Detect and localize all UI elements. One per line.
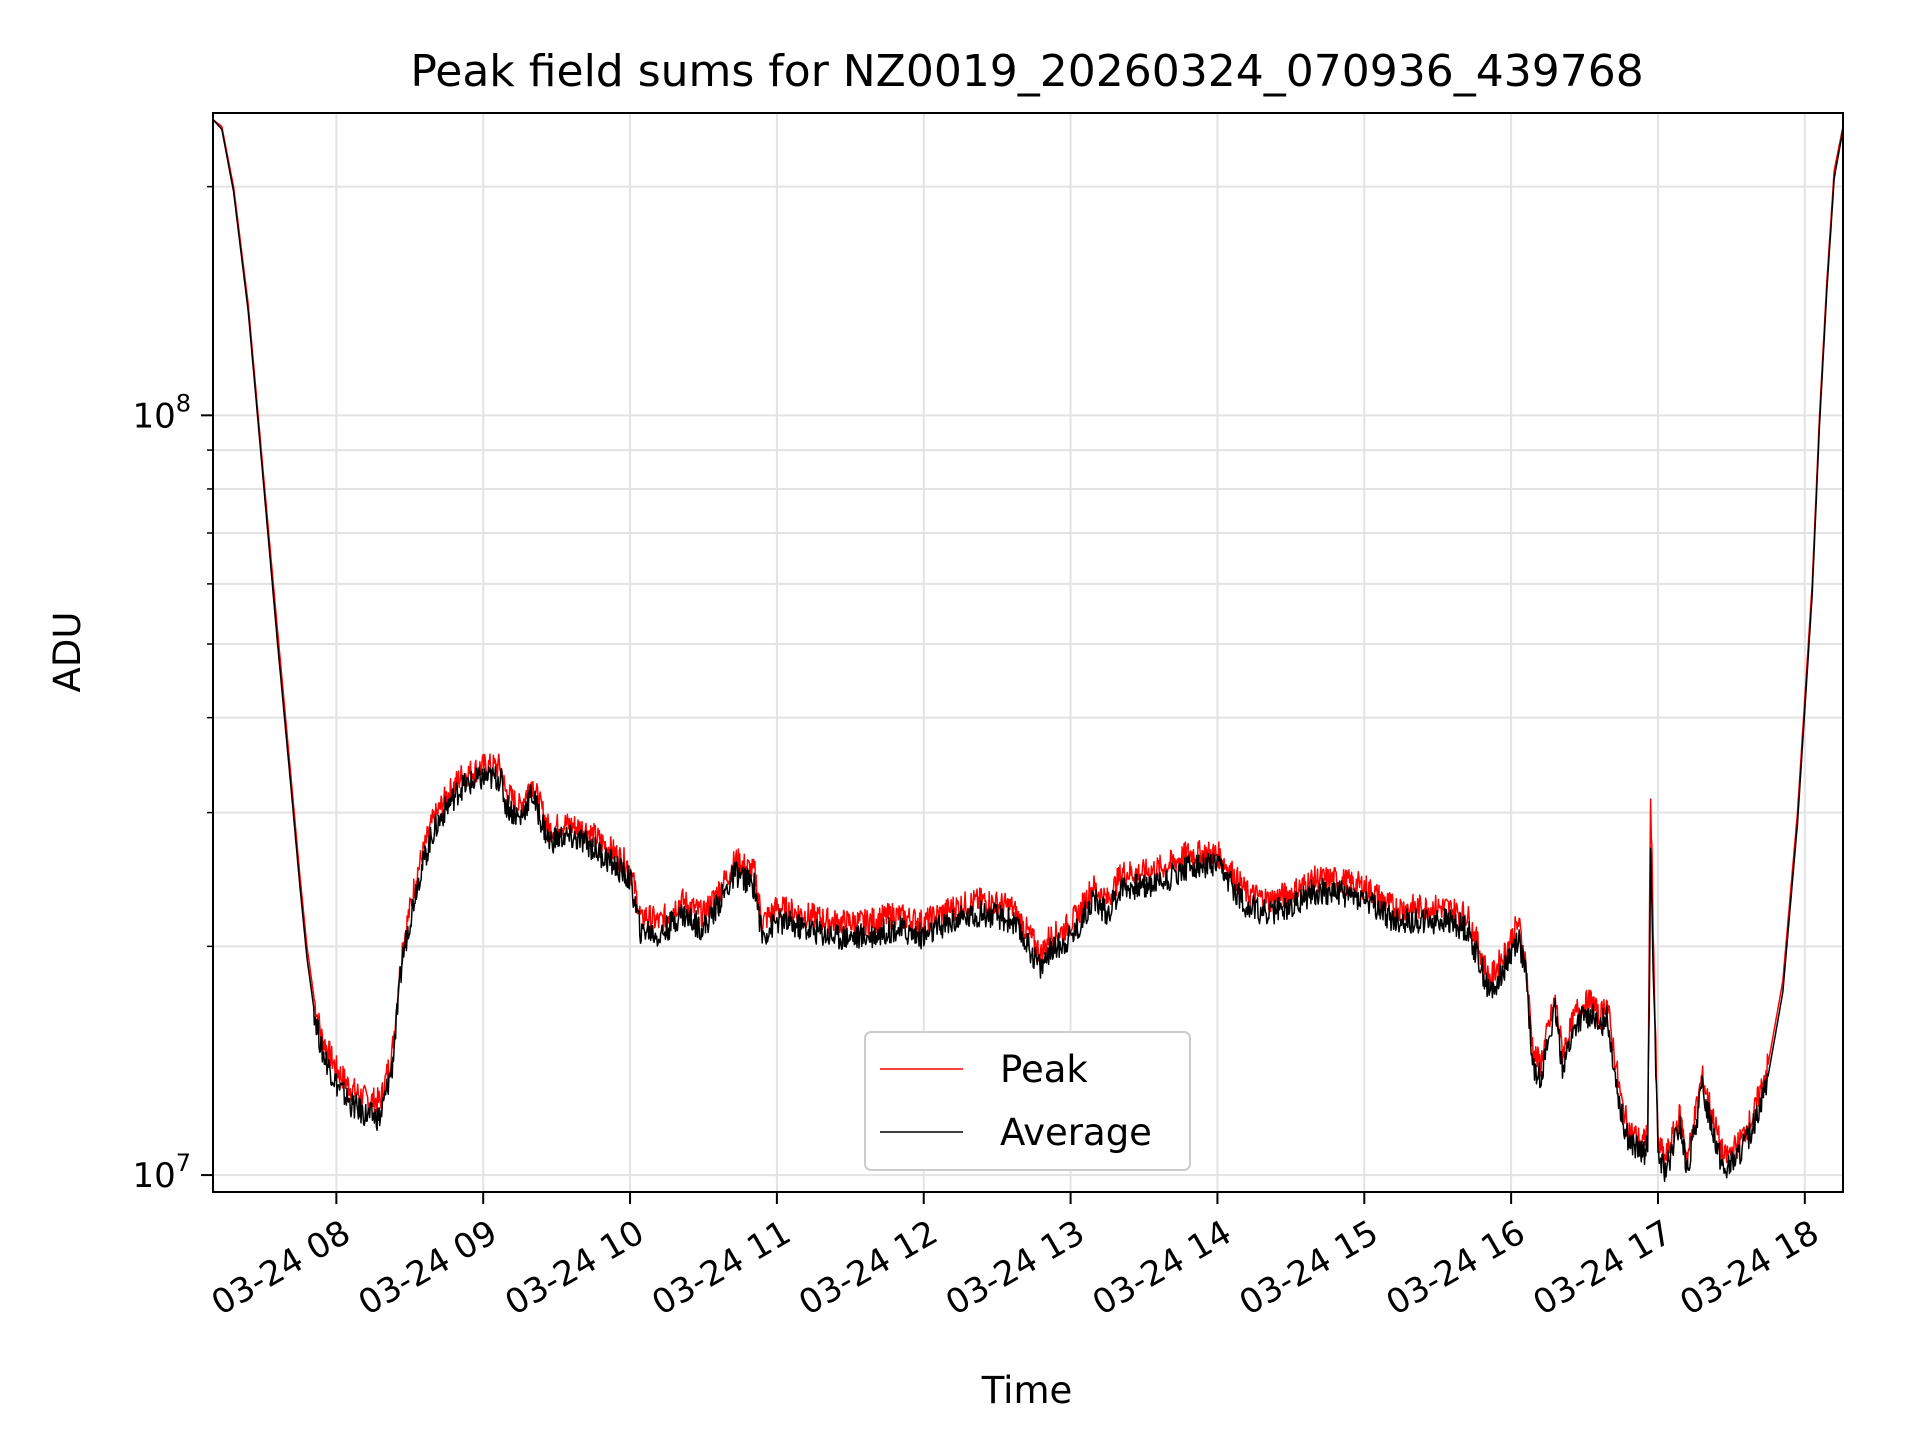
y-axis: 107 108 [132,185,213,1196]
y-tick-label: 108 [132,389,191,436]
y-axis-label: ADU [46,612,89,693]
legend-average-label: Average [1000,1111,1152,1154]
legend: Peak Average [864,1031,1191,1171]
legend-box [864,1031,1191,1171]
legend-peak-label: Peak [1000,1048,1088,1091]
series-line-peak [212,119,1844,1170]
x-axis-label: Time [981,1369,1073,1412]
series-layer [212,119,1844,1182]
chart-title: Peak field sums for NZ0019_20260324_0709… [410,46,1643,97]
series-line-average [212,119,1844,1182]
y-tick-label: 107 [132,1149,191,1196]
plot-frame [212,112,1844,1193]
